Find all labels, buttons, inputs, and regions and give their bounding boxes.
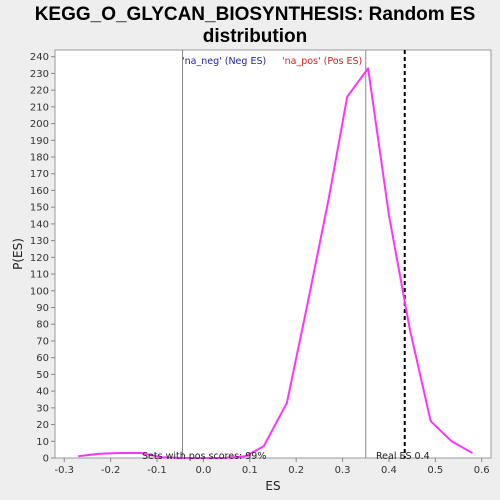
- x-tick-label: 0.3: [335, 465, 351, 476]
- x-tick-label: -0.1: [147, 465, 167, 476]
- reference-lines: [182, 50, 406, 458]
- y-tick-label: 0: [43, 454, 49, 465]
- chart-title-line1: KEGG_O_GLYCAN_BIOSYNTHESIS: Random ES: [35, 4, 476, 25]
- x-axis: -0.3 -0.2 -0.1 0.0 0.1 0.2 0.3 0.4 0.5 0.6: [55, 458, 490, 476]
- neg-es-label: 'na_neg' (Neg ES): [182, 56, 266, 67]
- y-tick-label: 240: [30, 52, 49, 63]
- y-tick-label: 160: [30, 186, 49, 197]
- x-tick-label: 0.0: [195, 465, 211, 476]
- y-tick-label: 180: [30, 153, 49, 164]
- y-tick-label: 120: [30, 253, 49, 264]
- y-tick-label: 200: [30, 119, 49, 130]
- x-tick-label: 0.1: [242, 465, 258, 476]
- y-tick-label: 60: [36, 353, 49, 364]
- y-axis: 0 10 20 30 40 50 60 70 80 90 100 110 120 130 140 150 160…: [30, 52, 55, 465]
- y-tick-label: 100: [30, 286, 49, 297]
- y-axis-label: P(ES): [11, 238, 25, 270]
- y-tick-label: 40: [36, 387, 49, 398]
- y-tick-label: 50: [36, 370, 49, 381]
- y-tick-label: 90: [36, 303, 49, 314]
- x-tick-label: 0.6: [474, 465, 490, 476]
- real-es-label: Real ES 0.4: [376, 451, 430, 462]
- y-tick-label: 190: [30, 136, 49, 147]
- y-tick-label: 20: [36, 420, 49, 431]
- x-tick-label: -0.2: [101, 465, 121, 476]
- y-tick-label: 230: [30, 69, 49, 80]
- y-tick-label: 220: [30, 86, 49, 97]
- y-tick-label: 140: [30, 219, 49, 230]
- x-tick-label: -0.3: [55, 465, 75, 476]
- series-line: [78, 67, 473, 459]
- y-tick-label: 110: [30, 270, 49, 281]
- y-tick-label: 80: [36, 320, 49, 331]
- x-tick-label: 0.5: [427, 465, 443, 476]
- chart-title-line2: distribution: [203, 26, 307, 47]
- plot-area: [54, 49, 492, 459]
- y-tick-label: 150: [30, 203, 49, 214]
- x-axis-label: ES: [265, 479, 280, 493]
- y-tick-label: 30: [36, 403, 49, 414]
- series-layer: [78, 67, 473, 459]
- y-tick-label: 70: [36, 336, 49, 347]
- x-tick-label: 0.4: [381, 465, 397, 476]
- pos-es-label: 'na_pos' (Pos ES): [282, 56, 362, 67]
- y-tick-label: 170: [30, 169, 49, 180]
- y-tick-label: 10: [36, 437, 49, 448]
- y-tick-label: 130: [30, 236, 49, 247]
- x-tick-label: 0.2: [288, 465, 304, 476]
- y-tick-label: 210: [30, 102, 49, 113]
- pos-scores-label: Sets with pos scores: 99%: [142, 451, 266, 462]
